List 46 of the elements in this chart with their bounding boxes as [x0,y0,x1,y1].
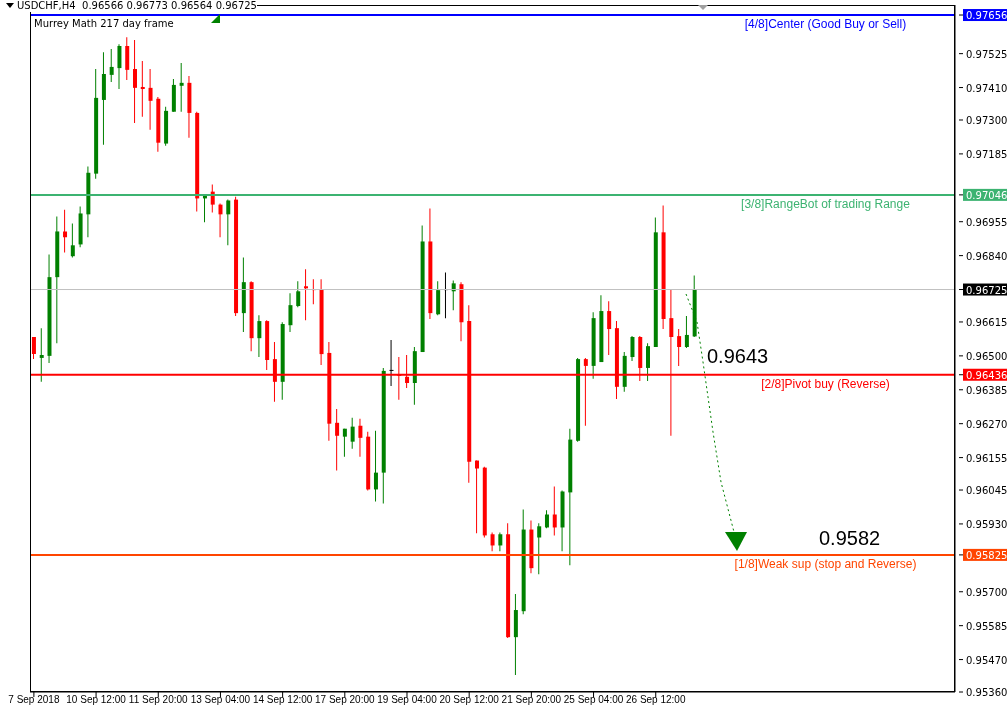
candlestick [389,339,394,386]
y-tick-label: 0.96045 [966,485,1007,497]
chart-title: USDCHF,H4 0.96566 0.96773 0.96564 0.96725 [17,0,257,12]
y-tick-label: 0.96955 [966,216,1007,228]
y-tick-label: 0.95585 [966,620,1007,632]
x-tick-label: 13 Sep 04:00 [190,694,251,705]
x-tick-label: 20 Sep 12:00 [439,694,500,705]
y-tick-label: 0.97046 [966,189,1007,201]
annotation: 0.9582 [819,527,881,550]
ref-line-label: [3/8]RangeBot of trading Range [741,196,911,211]
x-tick-label: 7 Sep 2018 [8,694,60,705]
candlestick [179,63,184,112]
x-tick-label: 14 Sep 12:00 [252,694,313,705]
y-tick-label: 0.96155 [966,452,1007,464]
x-tick-label: 11 Sep 20:00 [128,694,189,705]
x-tick-label: 10 Sep 12:00 [66,694,127,705]
y-tick-label: 0.96615 [966,316,1007,328]
y-tick-label: 0.96725 [966,284,1007,296]
y-tick-label: 0.97656 [966,10,1007,22]
x-tick-label: 26 Sep 12:00 [625,694,686,705]
y-tick-label: 0.97525 [966,48,1007,60]
x-tick-label: 19 Sep 04:00 [377,694,438,705]
y-tick-label: 0.96270 [966,418,1007,430]
y-tick-label: 0.97410 [966,82,1007,94]
annotation: 0.9643 [707,345,769,368]
x-tick-label: 17 Sep 20:00 [315,694,375,705]
candlestick [304,269,308,321]
x-tick-label: 21 Sep 20:00 [501,694,562,705]
y-tick-label: 0.97185 [966,148,1007,160]
y-tick-label: 0.96500 [966,350,1007,362]
y-tick-label: 0.95360 [966,687,1007,698]
ref-line-label: [1/8]Weak sup (stop and Reverse) [734,556,917,571]
y-tick-label: 0.96840 [966,250,1007,262]
y-tick-label: 0.95470 [966,654,1007,666]
ref-line-label: [2/8]Pivot buy (Reverse) [761,376,890,391]
candlestick [39,328,44,382]
y-tick-label: 0.95930 [966,518,1007,530]
y-tick-label: 0.96385 [966,384,1007,396]
text: Murrey Math 217 day frame [34,18,174,29]
y-tick-label: 0.96436 [966,369,1007,381]
y-tick-label: 0.95700 [966,586,1007,598]
y-tick-label: 0.95825 [966,549,1007,561]
y-tick-label: 0.97300 [966,114,1007,126]
ref-line-label: [4/8]Center (Good Buy or Sell) [744,17,907,32]
candlestick [140,61,145,117]
x-tick-label: 25 Sep 04:00 [563,694,624,705]
